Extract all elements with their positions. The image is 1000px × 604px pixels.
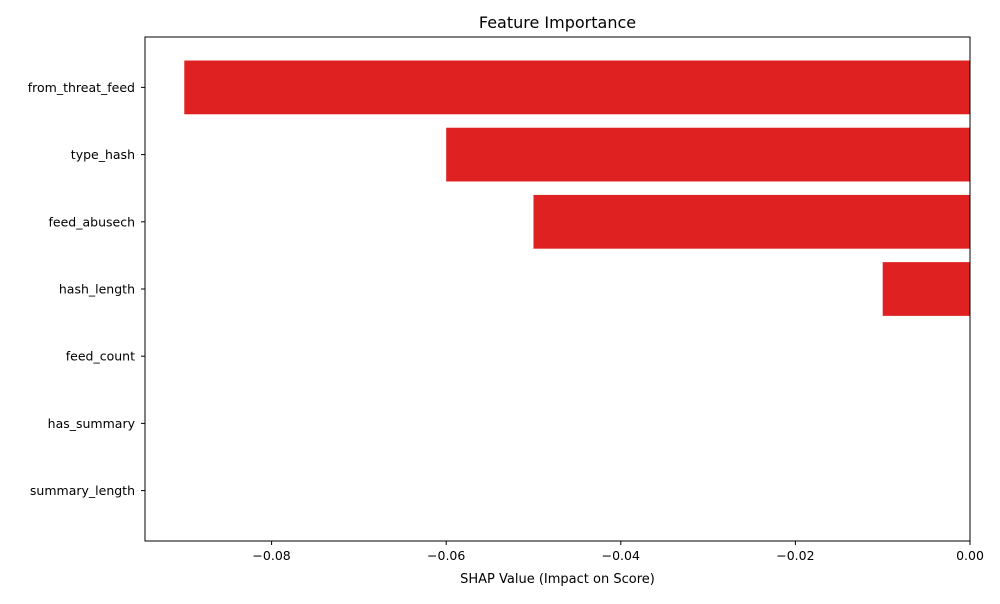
bars-group [184,60,971,316]
x-tick-label: −0.04 [602,548,640,563]
bar-feed-abusech [533,194,970,249]
bar-type-hash [446,127,970,182]
y-axis: from_threat_feed type_hash feed_abusechhas… [28,80,145,498]
x-axis-label: SHAP Value (Impact on Score) [460,572,655,587]
x-axis: −0.08 −0.06 −0.04 −0.02 0.00 [252,541,984,563]
x-tick-label: −0.08 [252,548,290,563]
y-tick-label: feed_abusech [49,214,135,229]
bar-hash-length [882,262,970,316]
x-tick-label: 0.00 [956,548,984,563]
bar-from-threat-feed [184,60,971,115]
y-tick-label: feed_count [66,349,135,364]
y-tick-label: hash_length [59,282,135,297]
y-tick-label: from_threat_feed [28,80,135,95]
y-tick-label: has_summary [48,416,136,431]
x-tick-label: −0.02 [776,548,814,563]
chart-title: Feature Importance [479,13,636,32]
x-tick-label: −0.06 [427,548,465,563]
y-tick-label: type_hash [71,147,135,162]
y-tick-label: summary_length [30,483,135,498]
